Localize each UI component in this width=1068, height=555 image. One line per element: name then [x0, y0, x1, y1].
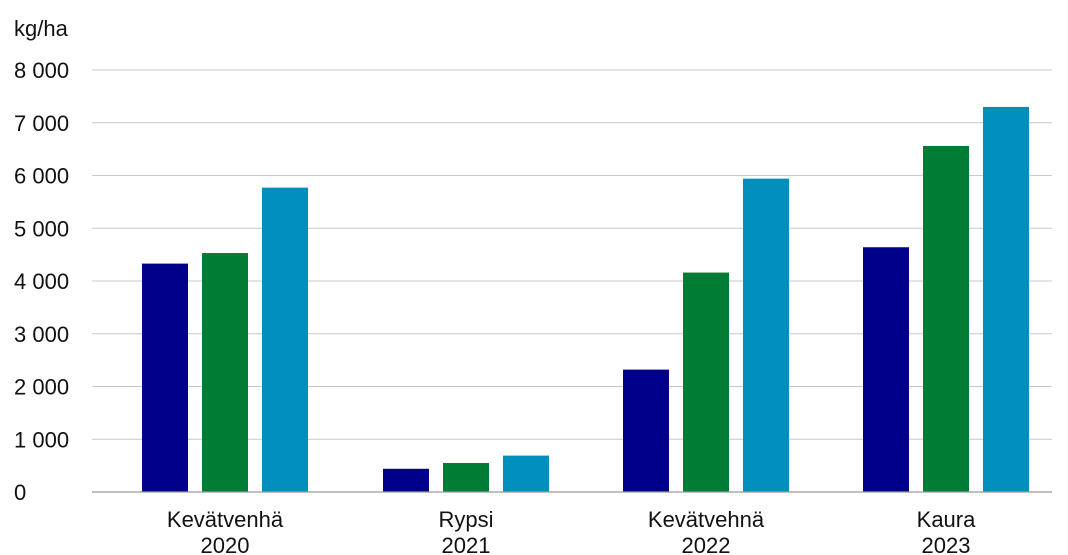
y-axis-unit-label: kg/ha [14, 16, 69, 41]
y-tick-label: 1 000 [14, 427, 69, 452]
y-tick-label: 6 000 [14, 164, 69, 189]
y-tick-label: 2 000 [14, 375, 69, 400]
y-tick-label: 8 000 [14, 58, 69, 83]
x-category-label: Kevätvenhä [167, 507, 284, 532]
bar [202, 253, 248, 492]
y-tick-label: 4 000 [14, 269, 69, 294]
x-category-year-label: 2023 [922, 533, 971, 555]
bar [142, 263, 188, 492]
bar [262, 187, 308, 492]
y-tick-label: 5 000 [14, 216, 69, 241]
bar [623, 369, 669, 492]
bar [503, 455, 549, 492]
x-category-label: Rypsi [438, 507, 493, 532]
y-tick-label: 3 000 [14, 322, 69, 347]
bar [383, 468, 429, 492]
bar [923, 145, 969, 492]
x-category-label: Kaura [917, 507, 976, 532]
bar [443, 462, 489, 492]
bar [743, 178, 789, 493]
x-category-year-label: 2022 [682, 533, 731, 555]
gridlines [92, 69, 1052, 440]
bars [142, 106, 1029, 493]
bar [683, 272, 729, 492]
y-tick-label: 0 [14, 480, 26, 505]
y-axis-tick-labels: 0 1 000 2 000 3 000 4 000 5 000 6 000 7 000 8 00… [14, 58, 69, 505]
x-category-label: Kevätvehnä [648, 507, 765, 532]
x-category-year-label: 2020 [201, 533, 250, 555]
bar [863, 247, 909, 492]
y-tick-label: 7 000 [14, 111, 69, 136]
bar [983, 106, 1029, 493]
x-category-year-label: 2021 [442, 533, 491, 555]
